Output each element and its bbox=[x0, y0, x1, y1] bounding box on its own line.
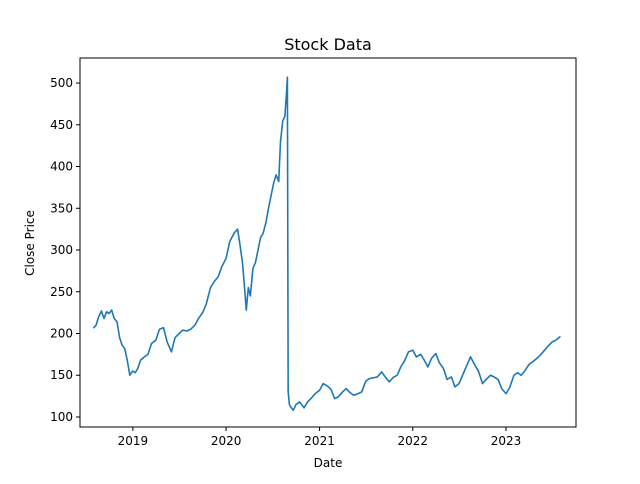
x-tick-label-2020: 2020 bbox=[211, 434, 242, 448]
y-axis-label: Close Price bbox=[23, 210, 37, 276]
x-tick-label-2021: 2021 bbox=[304, 434, 335, 448]
axes-frame bbox=[79, 57, 577, 428]
series-line-0 bbox=[92, 76, 561, 412]
chart-title: Stock Data bbox=[284, 35, 372, 54]
y-tick-label-200: 200 bbox=[50, 326, 73, 340]
x-tick-label-2023: 2023 bbox=[491, 434, 522, 448]
y-tick-label-100: 100 bbox=[50, 410, 73, 424]
y-tick-label-350: 350 bbox=[50, 201, 73, 215]
y-tick-label-500: 500 bbox=[50, 76, 73, 90]
y-tick-label-450: 450 bbox=[50, 118, 73, 132]
x-tick-label-2022: 2022 bbox=[398, 434, 429, 448]
y-tick-label-400: 400 bbox=[50, 160, 73, 174]
y-tick-label-150: 150 bbox=[50, 368, 73, 382]
x-tick-label-2019: 2019 bbox=[118, 434, 149, 448]
plot-area: 2019 2020 2021 2022 2023 100 150 200 250 300 350 40… bbox=[50, 57, 577, 448]
y-tick-label-300: 300 bbox=[50, 243, 73, 257]
y-tick-label-250: 250 bbox=[50, 285, 73, 299]
x-axis-label: Date bbox=[314, 456, 343, 470]
